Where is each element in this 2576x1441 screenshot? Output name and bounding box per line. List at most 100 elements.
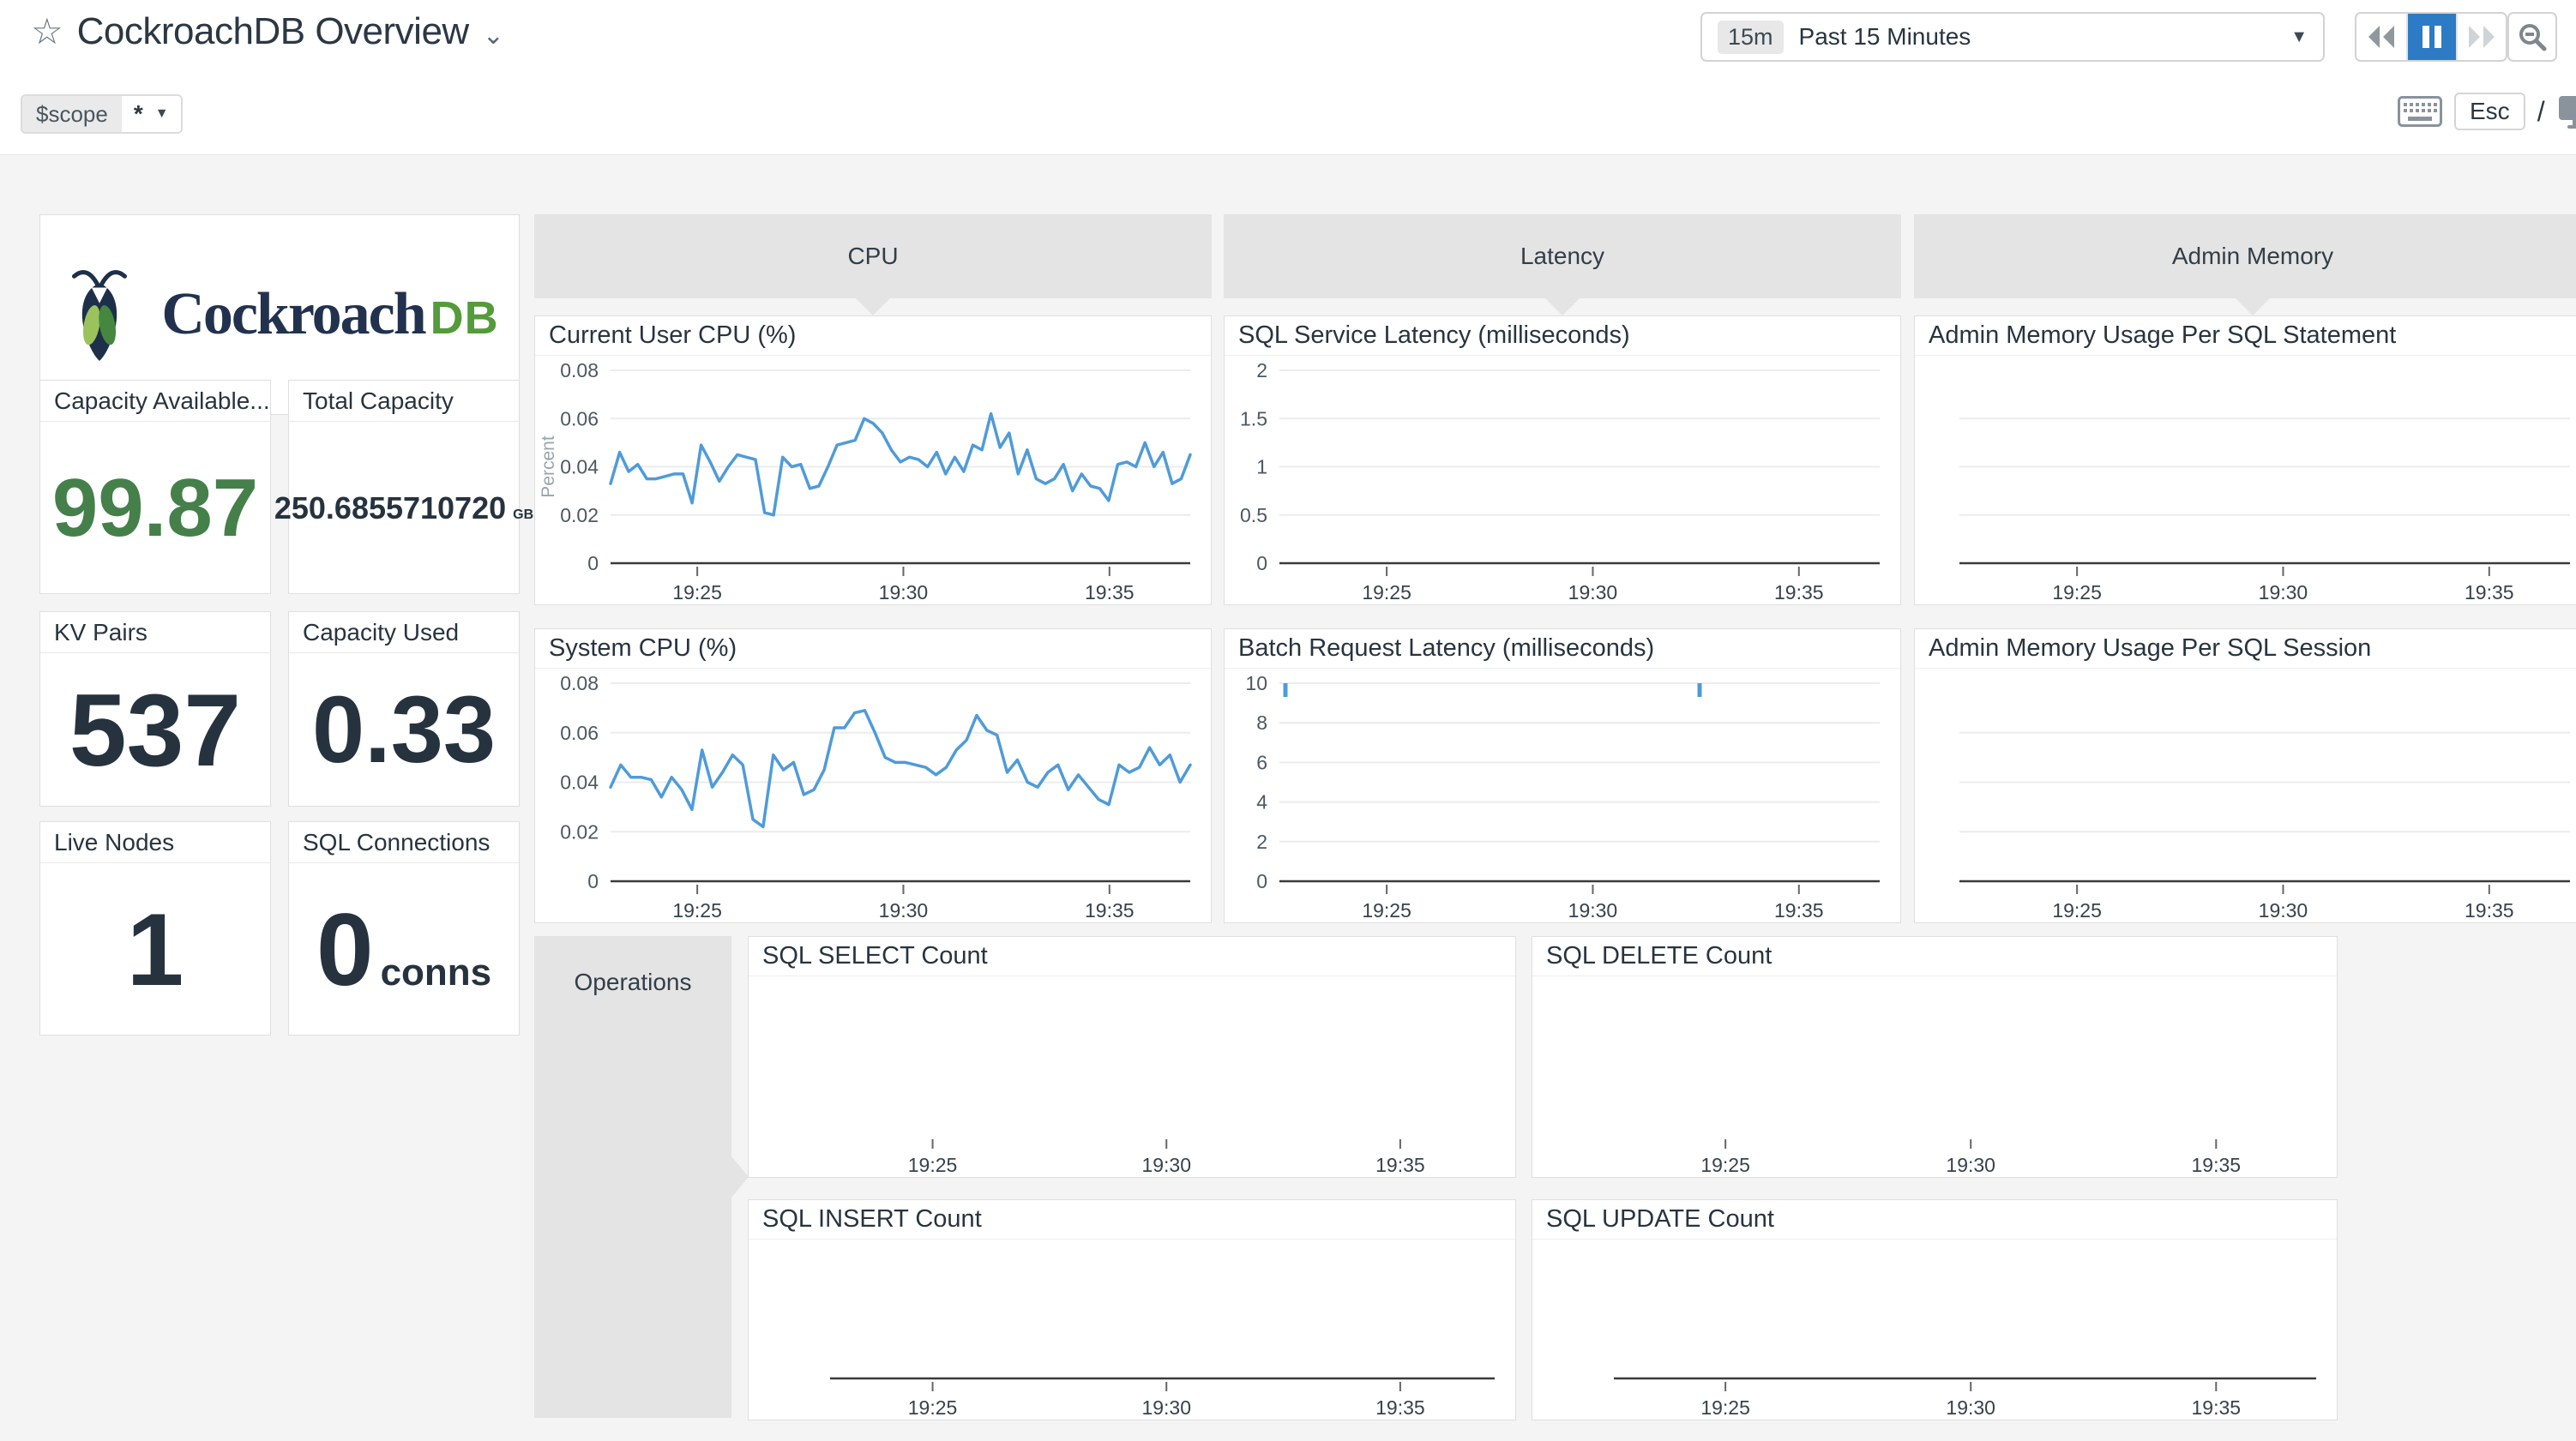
svg-text:1.5: 1.5 [1240,407,1267,429]
time-range-picker[interactable]: 15m Past 15 Minutes ▼ [1700,12,2325,62]
group-header-operations[interactable]: Operations [534,936,749,1418]
playback-controls [2355,12,2507,62]
svg-text:0: 0 [587,552,599,574]
forward-button[interactable] [2456,14,2506,60]
group-pointer [1545,298,1580,315]
scope-variable-name: $scope [22,96,122,132]
chart-card-admin-memory-statement: Admin Memory Usage Per SQL Statement 19:… [1914,315,2576,605]
group-label: Operations [574,969,692,995]
stat-card-live-nodes: Live Nodes 1 [39,821,271,1036]
group-header-latency[interactable]: Latency [1224,214,1901,315]
stat-card-title: Total Capacity [289,381,519,422]
stat-value-number: 0 [316,892,374,1007]
forward-icon [2469,26,2495,48]
svg-text:0.08: 0.08 [560,359,599,381]
svg-text:19:35: 19:35 [1085,581,1135,603]
stat-value: 250.6855710720 GB [274,492,534,524]
chart-title: SQL DELETE Count [1532,937,2337,976]
title-chevron-down-icon[interactable]: ⌄ [482,21,504,50]
chart-plot-sql-service-latency[interactable]: 0 0.5 1 1.5 2 19:25 19:30 19:35 [1225,357,1900,604]
svg-text:6: 6 [1256,751,1267,773]
svg-text:19:35: 19:35 [2192,1396,2242,1419]
chart-plot-sql-delete-count[interactable]: 19:25 19:30 19:35 [1532,977,2337,1177]
group-label: Latency [1520,243,1605,269]
svg-text:0: 0 [587,870,599,892]
stat-value-unit: GB [513,507,534,522]
stat-card-total-capacity: Total Capacity 250.6855710720 GB [274,380,533,594]
svg-text:0.06: 0.06 [560,722,599,744]
chart-plot-sql-update-count[interactable]: 19:25 19:30 19:35 [1532,1240,2337,1420]
svg-text:8: 8 [1256,711,1267,734]
stat-card-kv-pairs: KV Pairs 537 [39,611,271,807]
keyboard-icon[interactable] [2398,96,2442,127]
group-header-cpu[interactable]: CPU [534,214,1212,315]
chart-title: SQL SELECT Count [749,937,1515,976]
chart-title: Batch Request Latency (milliseconds) [1225,629,1900,669]
chart-plot-admin-memory-session[interactable]: 19:25 19:30 19:35 [1915,669,2576,922]
svg-text:10: 10 [1245,672,1267,694]
stat-card-title: Live Nodes [40,822,270,863]
svg-text:2: 2 [1256,359,1267,381]
svg-text:19:30: 19:30 [1946,1154,1995,1176]
svg-text:19:25: 19:25 [908,1396,958,1419]
cockroachdb-wordmark: Cockroach DB [161,280,498,349]
chart-card-batch-request-latency: Batch Request Latency (milliseconds) 0 2 4… [1224,628,1901,923]
chart-title: System CPU (%) [535,629,1211,669]
svg-text:19:30: 19:30 [1141,1396,1191,1419]
svg-text:19:30: 19:30 [2259,899,2308,922]
group-pointer [2236,298,2270,315]
zoom-out-button[interactable] [2507,12,2557,62]
group-label: CPU [847,243,899,269]
shortcut-bar: Esc / [2398,93,2576,130]
stat-value: 99.87 [51,461,259,554]
chart-card-sql-delete-count: SQL DELETE Count 19:25 19:30 19:35 [1532,936,2338,1178]
group-label: Admin Memory [2171,243,2334,269]
stat-card-title: Capacity Available... [40,381,270,422]
pause-button[interactable] [2406,14,2456,60]
logo-db-text: DB [430,292,499,344]
svg-text:0.06: 0.06 [560,407,599,429]
svg-text:0.04: 0.04 [560,772,599,794]
magnifier-minus-icon [2519,24,2547,51]
tv-mode-icon[interactable] [2557,93,2576,129]
svg-text:19:25: 19:25 [1700,1154,1750,1176]
template-variable-scope[interactable]: $scope * ▼ [21,94,183,134]
shortcut-separator: / [2537,95,2545,127]
svg-text:19:25: 19:25 [908,1154,958,1176]
chart-card-sql-update-count: SQL UPDATE Count 19:25 19:30 19:35 [1532,1199,2338,1420]
chart-plot-sql-select-count[interactable]: 19:25 19:30 19:35 [749,977,1515,1177]
stat-value-unit: conns [380,951,492,994]
chart-plot-sql-insert-count[interactable]: 19:25 19:30 19:35 [749,1240,1515,1420]
time-range-label: Past 15 Minutes [1798,23,1971,50]
chart-card-current-user-cpu: Current User CPU (%) 0 0.02 0.04 0.06 0.08 19… [534,315,1212,605]
svg-text:0: 0 [1256,870,1267,892]
chart-plot-admin-memory-statement[interactable]: 19:25 19:30 19:35 [1915,357,2576,604]
svg-text:19:35: 19:35 [1774,581,1824,603]
favorite-star-icon[interactable]: ☆ [31,11,63,51]
scope-variable-value[interactable]: * ▼ [121,96,181,132]
chart-plot-batch-request-latency[interactable]: 0 2 4 6 8 10 19:25 19:30 19:35 [1225,669,1900,922]
svg-text:19:25: 19:25 [1700,1396,1750,1419]
group-header-admin-memory[interactable]: Admin Memory [1914,214,2576,315]
esc-key-badge: Esc [2454,93,2525,130]
svg-text:19:25: 19:25 [672,899,722,922]
stat-value: 1 [126,892,184,1007]
svg-text:19:30: 19:30 [1568,899,1618,922]
stat-card-title: Capacity Used [289,612,519,653]
chart-plot-current-user-cpu[interactable]: 0 0.02 0.04 0.06 0.08 19:25 19:30 19:35 Percent [535,357,1211,604]
svg-text:19:30: 19:30 [1141,1154,1191,1176]
chart-card-sql-insert-count: SQL INSERT Count 19:25 19:30 19:35 [748,1199,1516,1420]
chart-card-sql-select-count: SQL SELECT Count 19:25 19:30 19:35 [748,936,1516,1178]
svg-text:0.02: 0.02 [560,504,599,526]
svg-text:19:35: 19:35 [2465,581,2514,603]
svg-text:19:30: 19:30 [879,581,929,603]
scope-dropdown-icon: ▼ [154,106,169,121]
rewind-button[interactable] [2356,14,2406,60]
svg-text:19:35: 19:35 [1085,899,1135,922]
chart-plot-system-cpu[interactable]: 0 0.02 0.04 0.06 0.08 19:25 19:30 19:35 [535,669,1211,922]
svg-text:0.5: 0.5 [1240,504,1267,526]
svg-text:19:25: 19:25 [2052,899,2102,922]
svg-text:19:35: 19:35 [2465,899,2514,922]
chart-title: SQL Service Latency (milliseconds) [1225,316,1900,356]
stat-card-title: KV Pairs [40,612,270,653]
